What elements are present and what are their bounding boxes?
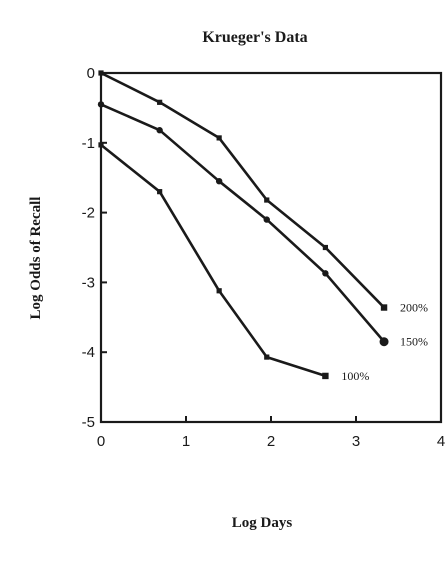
x-tick-label: 0: [97, 433, 105, 450]
series-label: 200%: [400, 301, 428, 315]
data-point: [157, 189, 163, 195]
data-point: [322, 372, 329, 380]
chart-title: Krueger's Data: [202, 29, 307, 46]
y-tick-label: -2: [82, 205, 95, 222]
x-axis-title: Log Days: [232, 515, 293, 531]
data-point: [216, 135, 222, 141]
x-tick-label: 3: [352, 433, 360, 450]
data-point: [264, 197, 270, 203]
data-point: [322, 270, 329, 277]
data-point: [379, 337, 389, 347]
data-point: [216, 288, 222, 294]
x-tick-label: 1: [182, 433, 190, 450]
series-line-200-pct: [100, 71, 386, 309]
data-point: [380, 304, 388, 311]
data-point: [98, 142, 104, 148]
data-point: [97, 101, 105, 108]
y-axis-title: Log Odds of Recall: [28, 197, 44, 320]
y-tick-label: -1: [82, 135, 95, 152]
data-point: [322, 244, 328, 251]
y-tick-label: -5: [82, 414, 95, 431]
x-tick-label: 4: [437, 433, 445, 450]
data-point: [264, 354, 270, 360]
y-tick-label: -4: [82, 344, 95, 361]
series-line-150-pct: [100, 103, 386, 343]
y-tick-label: 0: [87, 65, 95, 82]
data-point: [98, 70, 104, 76]
plot-frame: [99, 71, 443, 424]
data-point: [156, 127, 163, 134]
plot-area: 0 1 2 3 4 0 -1 -2 -3 -4 -5 200% 150% 100%: [82, 65, 446, 450]
data-point: [157, 99, 163, 105]
data-point: [263, 216, 270, 223]
series-label: 100%: [341, 369, 369, 383]
series-label: 150%: [400, 335, 428, 349]
y-tick-label: -3: [82, 274, 95, 291]
x-tick-label: 2: [267, 433, 275, 450]
data-point: [215, 177, 223, 185]
series-line-100-pct: [100, 143, 326, 378]
